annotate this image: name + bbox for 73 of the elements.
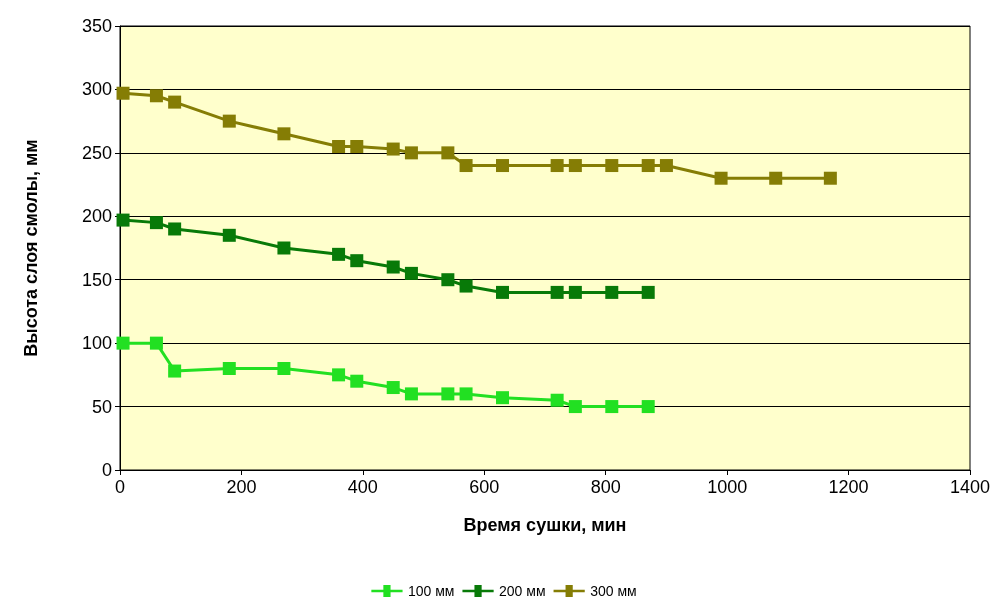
legend-label: 200 мм [499, 583, 546, 599]
x-tick-label: 800 [590, 477, 621, 497]
point [568, 400, 582, 414]
point [550, 285, 564, 299]
point [116, 213, 130, 227]
point [404, 266, 418, 280]
point [332, 247, 346, 261]
y-tick-label: 200 [81, 206, 112, 227]
point [350, 140, 364, 154]
point [441, 387, 455, 401]
point [404, 146, 418, 160]
point [168, 364, 182, 378]
point [496, 285, 509, 299]
point [659, 159, 673, 173]
point [459, 387, 473, 401]
y-tick-label: 0 [101, 460, 112, 480]
legend-label: 300 мм [590, 583, 637, 599]
y-tick-label: 150 [81, 269, 112, 290]
point [149, 216, 163, 230]
x-tick-label: 600 [469, 477, 500, 497]
x-tick-label: 1000 [707, 477, 748, 497]
point [714, 171, 728, 185]
point [459, 279, 473, 293]
point [277, 127, 291, 141]
point [641, 285, 655, 299]
point [823, 171, 837, 185]
x-axis-title: Время сушки, мин [463, 515, 627, 535]
point [496, 391, 509, 405]
point [149, 89, 163, 103]
point [222, 228, 236, 242]
legend-label: 100 мм [407, 583, 455, 599]
point [641, 159, 655, 173]
point [386, 381, 400, 395]
point [149, 336, 163, 350]
y-tick-label: 300 [81, 79, 112, 100]
point [350, 254, 364, 268]
x-tick-label: 0 [114, 477, 126, 497]
x-tick-label: 200 [226, 477, 257, 497]
y-tick-label: 250 [81, 142, 112, 163]
point [277, 362, 291, 376]
y-axis-title: Высота слоя смолы, мм [21, 139, 41, 357]
point [605, 400, 619, 414]
x-tick-label: 1400 [949, 477, 991, 497]
point [550, 393, 564, 407]
point [116, 336, 130, 350]
point [222, 114, 236, 128]
y-tick-label: 350 [81, 16, 112, 36]
point [568, 159, 582, 173]
point [168, 222, 182, 236]
point [641, 400, 655, 414]
y-tick-label: 50 [91, 396, 112, 417]
point [568, 285, 582, 299]
point [550, 159, 564, 173]
point [222, 362, 236, 376]
x-tick-label: 1200 [828, 477, 869, 497]
point [168, 95, 182, 109]
point [404, 387, 418, 401]
point [441, 146, 455, 160]
point [441, 273, 455, 287]
point [386, 260, 400, 274]
point [350, 374, 364, 388]
x-tick-label: 400 [347, 477, 378, 497]
point [605, 285, 619, 299]
y-tick-label: 100 [81, 333, 112, 354]
point [386, 142, 400, 156]
point [332, 140, 346, 154]
point [769, 171, 783, 185]
point [332, 368, 346, 382]
point [605, 159, 619, 173]
point [496, 159, 509, 173]
point [116, 86, 130, 100]
point [459, 159, 473, 173]
point [277, 241, 291, 255]
